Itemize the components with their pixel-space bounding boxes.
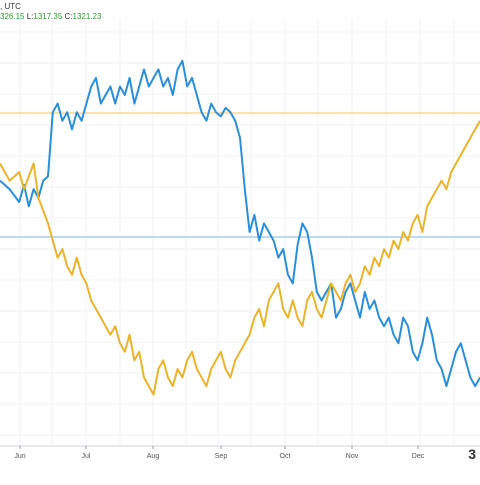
x-tick-label-5: Nov — [346, 453, 359, 460]
chart-header-ohlc: 326.15 L:1317.35 C:1321.23 — [0, 12, 101, 21]
x-tick-label-1: Jul — [82, 453, 91, 460]
logo-text: 3 — [468, 446, 476, 462]
close-value: 1321.23 — [72, 12, 102, 21]
header-suffix: , UTC — [0, 2, 21, 11]
low-label: L: — [26, 12, 34, 21]
series-line-1 — [0, 120, 480, 396]
close-label: C: — [64, 12, 73, 21]
x-tick-label-0: Jun — [14, 453, 25, 460]
x-tick-label-4: Oct — [280, 453, 291, 460]
series-line-0 — [0, 59, 480, 388]
low-value: 1317.35 — [33, 12, 63, 21]
chart-header-line1: , UTC — [0, 2, 21, 11]
open-value: 326.15 — [0, 12, 25, 21]
x-tick-label-2: Aug — [147, 453, 160, 460]
x-tick-label-6: Dec — [412, 453, 425, 460]
x-tick-label-3: Sep — [215, 453, 228, 460]
